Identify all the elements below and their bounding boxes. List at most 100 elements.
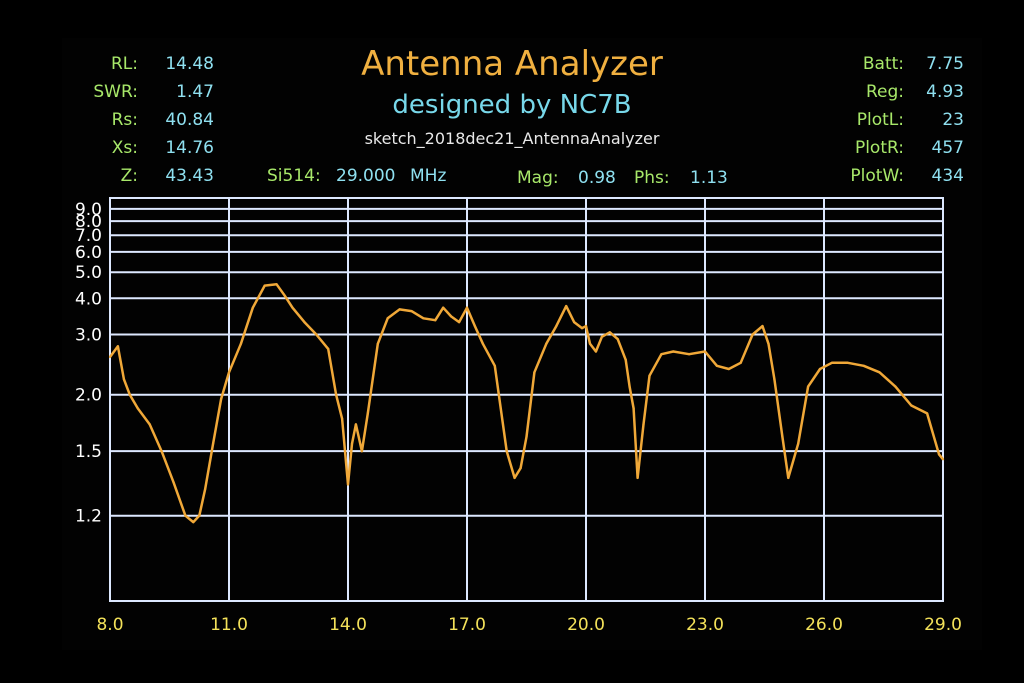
x-tick-label: 23.0: [686, 615, 724, 635]
swr-point: [350, 442, 354, 445]
plotl-value: 23: [942, 110, 964, 130]
swr-point: [727, 367, 730, 371]
swr-point: [632, 407, 635, 410]
swr-point: [862, 364, 865, 367]
swr-point: [148, 423, 151, 426]
batt-value: 7.75: [926, 54, 964, 74]
swr-point: [376, 342, 379, 345]
swr-point: [108, 355, 112, 359]
plotr-label: PlotR:: [854, 138, 904, 158]
swr-point: [450, 315, 453, 318]
swr-point: [128, 393, 131, 396]
swr-point: [797, 442, 800, 445]
x-tick-label: 26.0: [805, 615, 843, 635]
swr-point: [204, 487, 207, 490]
swr-point: [878, 371, 881, 374]
y-tick-label: 3.0: [75, 326, 102, 346]
frequency-value: 29.000: [336, 166, 396, 186]
swr-point: [767, 342, 770, 345]
swr-point: [525, 435, 528, 438]
swr-point: [116, 345, 119, 348]
plotw-value: 434: [931, 166, 964, 186]
x-tick-label: 8.0: [96, 615, 123, 635]
xs-label: Xs:: [111, 138, 138, 158]
swr-point: [192, 521, 195, 524]
swr-point: [648, 374, 651, 377]
swr-point: [642, 423, 645, 426]
swr-point: [846, 361, 849, 364]
y-tick-label: 6.0: [75, 243, 102, 263]
swr-point: [584, 325, 588, 328]
x-tick-label: 29.0: [924, 615, 962, 635]
analyzer-screen: [62, 38, 982, 650]
swr-point: [751, 333, 754, 336]
swr-point: [818, 367, 822, 371]
plotw-label: PlotW:: [850, 166, 904, 186]
swr-point: [761, 325, 764, 328]
reg-value: 4.93: [926, 82, 964, 102]
x-tick-label: 14.0: [329, 615, 367, 635]
swr-point: [787, 476, 790, 479]
swr-point: [600, 335, 604, 338]
rl-value: 14.48: [165, 54, 214, 74]
swr-point: [434, 319, 437, 322]
swr-point: [327, 347, 330, 350]
swr-point: [513, 476, 516, 479]
page-title: Antenna Analyzer: [361, 44, 663, 84]
swr-trace: [108, 283, 944, 524]
swr-point: [227, 371, 231, 374]
swr-point: [688, 353, 691, 356]
phs-value: 1.13: [690, 168, 728, 188]
swr-point: [442, 306, 445, 309]
y-tick-label: 1.2: [75, 507, 102, 527]
swr-point: [660, 353, 663, 356]
swr-point: [781, 435, 784, 438]
swr-point: [303, 321, 306, 324]
z-value: 43.43: [165, 166, 214, 186]
swr-point: [410, 310, 413, 313]
swr-point: [341, 417, 344, 420]
swr-point: [941, 458, 945, 461]
swr-point: [493, 364, 496, 367]
x-tick-label: 17.0: [448, 615, 486, 635]
rl-label: RL:: [110, 54, 138, 74]
swr-point: [220, 398, 223, 401]
swr-point: [398, 308, 401, 311]
swr-point: [594, 350, 598, 353]
swr-label: SWR:: [93, 82, 138, 102]
swr-point: [473, 325, 476, 328]
y-tick-label: 8.0: [75, 212, 102, 232]
y-tick-label: 9.0: [75, 200, 102, 220]
plotr-value: 457: [931, 138, 964, 158]
si514-label: Si514:: [267, 166, 321, 186]
swr-point: [122, 378, 125, 381]
swr-point: [315, 333, 318, 336]
swr-point: [533, 371, 536, 374]
swr-point: [910, 404, 913, 407]
swr-point: [505, 450, 508, 453]
swr-point: [636, 476, 639, 479]
swr-point: [184, 514, 187, 517]
x-tick-label: 11.0: [210, 615, 248, 635]
plotl-label: PlotL:: [856, 110, 904, 130]
y-tick-label: 2.0: [75, 386, 102, 406]
swr-point: [172, 481, 175, 484]
sketch-name: sketch_2018dec21_AntennaAnalyzer: [364, 129, 660, 148]
swr-point: [422, 317, 425, 320]
y-tick-label: 4.0: [75, 289, 102, 309]
xs-value: 14.76: [165, 138, 214, 158]
swr-point: [608, 331, 611, 334]
swr-point: [739, 361, 742, 364]
swr-point: [291, 306, 294, 309]
z-label: Z:: [120, 166, 138, 186]
swr-point: [624, 358, 627, 361]
swr-point: [136, 407, 139, 410]
swr-point: [588, 342, 592, 345]
swr-point: [830, 361, 834, 364]
swr-point: [251, 306, 254, 309]
phs-label: Phs:: [634, 168, 670, 188]
swr-point: [458, 321, 461, 324]
swr-point: [715, 364, 719, 367]
swr-point: [275, 283, 278, 286]
